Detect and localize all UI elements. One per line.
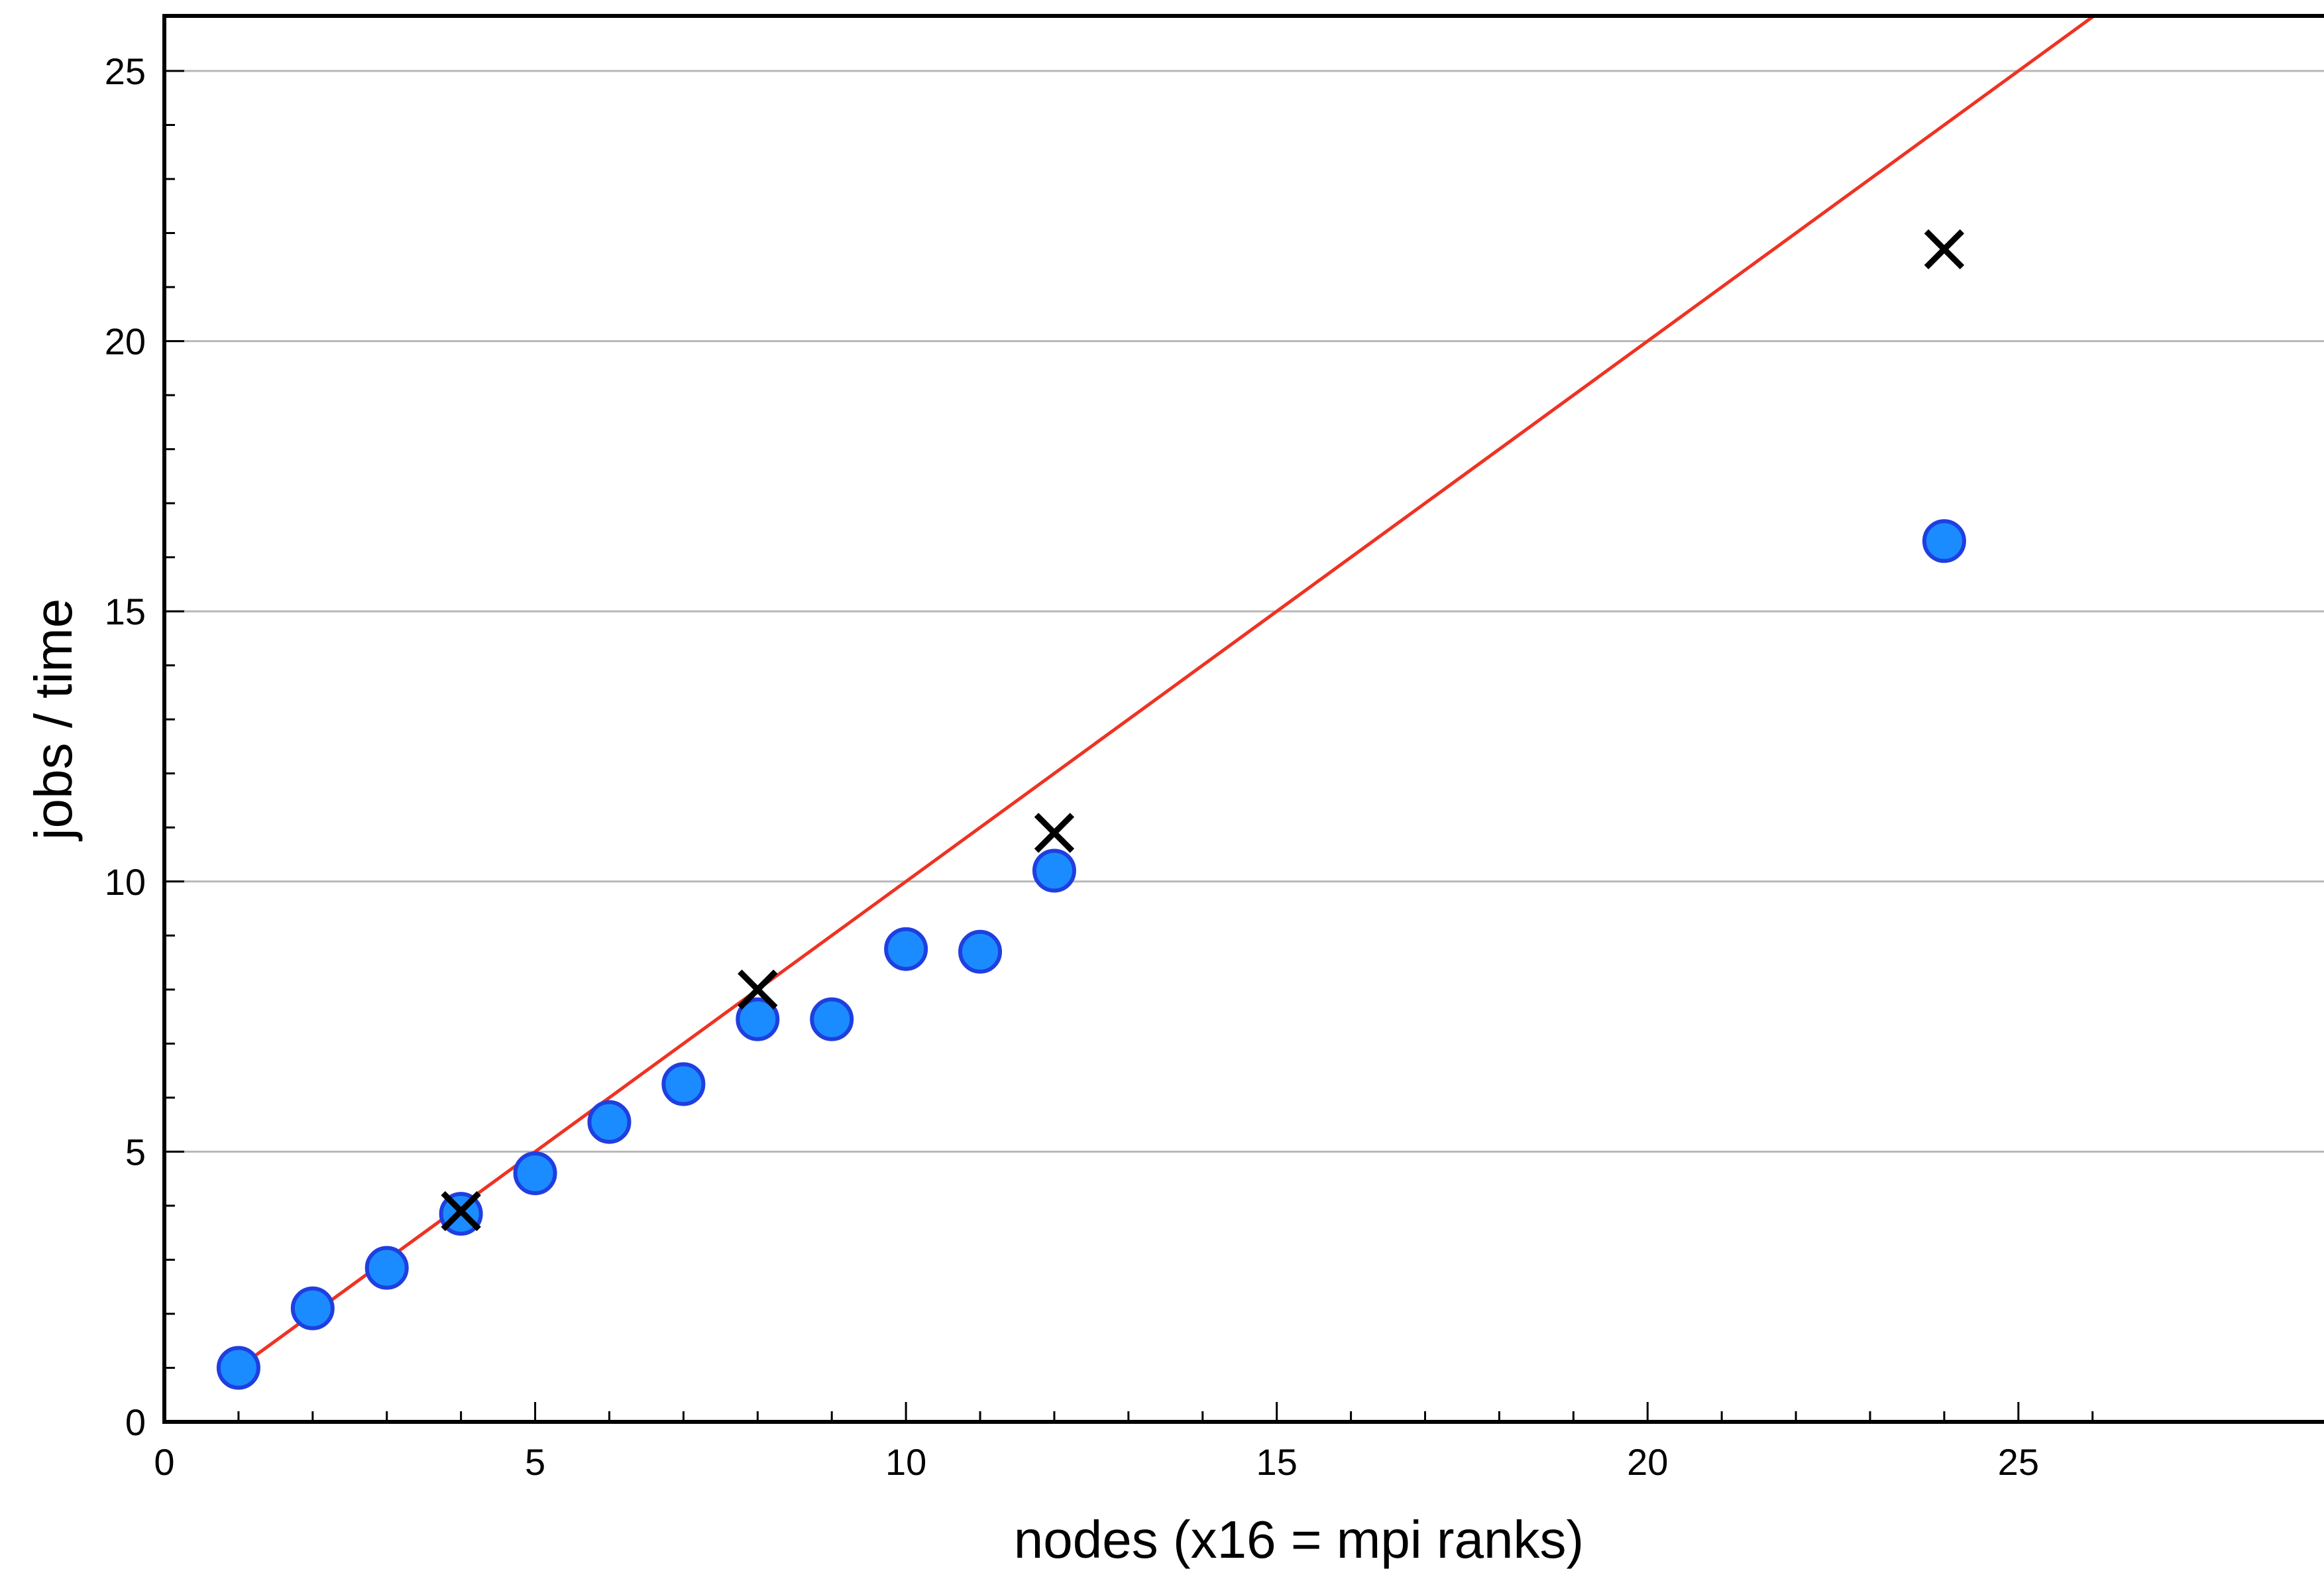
x-tick-label: 5 [525, 1441, 545, 1483]
x-marker-stroke [738, 969, 778, 1010]
y-tick-label: 10 [105, 861, 146, 903]
fit-line [237, 15, 2094, 1369]
fit-line-layer [237, 15, 2094, 1369]
circle-point [513, 1151, 557, 1196]
axes [162, 14, 2324, 1424]
gridlines [164, 70, 2324, 1153]
x-tick-label: 20 [1627, 1441, 1668, 1483]
circle-point [587, 1100, 632, 1144]
circle-point [810, 997, 854, 1041]
x-marker-point [738, 969, 778, 1010]
y-tick-label: 15 [105, 591, 146, 632]
circle-point [958, 929, 1003, 974]
y-tick-label: 20 [105, 321, 146, 363]
circle-point [1032, 848, 1076, 893]
x-marker-stroke [1924, 229, 1965, 270]
circle-point [364, 1246, 409, 1290]
x-tick-label: 10 [885, 1441, 926, 1483]
y-tick-label: 25 [105, 50, 146, 92]
y-tick-label: 5 [125, 1131, 146, 1173]
x-marker-point [1034, 813, 1075, 853]
x-marker-stroke [1034, 813, 1075, 853]
circle-point [736, 997, 780, 1041]
x-tick-label: 25 [1998, 1441, 2039, 1483]
circle-point [216, 1346, 260, 1390]
x-marker-point [1924, 229, 1965, 270]
circle-point [290, 1286, 335, 1330]
x-axis-title: nodes (x16 = mpi ranks) [1014, 1510, 1584, 1569]
circle-series [216, 519, 1966, 1390]
x-marker-stroke [441, 1191, 481, 1232]
y-tick-label: 0 [125, 1401, 146, 1443]
ticks: 0 5 10 15 20 25 0 5 10 15 20 25 [105, 15, 2094, 1483]
x-tick-label: 15 [1256, 1441, 1298, 1483]
circle-point [1922, 519, 1966, 563]
x-marker-point [441, 1191, 481, 1232]
x-tick-label: 0 [154, 1441, 174, 1483]
y-axis-title: jobs / time [24, 599, 83, 842]
circle-point [661, 1062, 706, 1106]
circle-point [884, 927, 928, 971]
x-marker-series [441, 229, 1965, 1232]
